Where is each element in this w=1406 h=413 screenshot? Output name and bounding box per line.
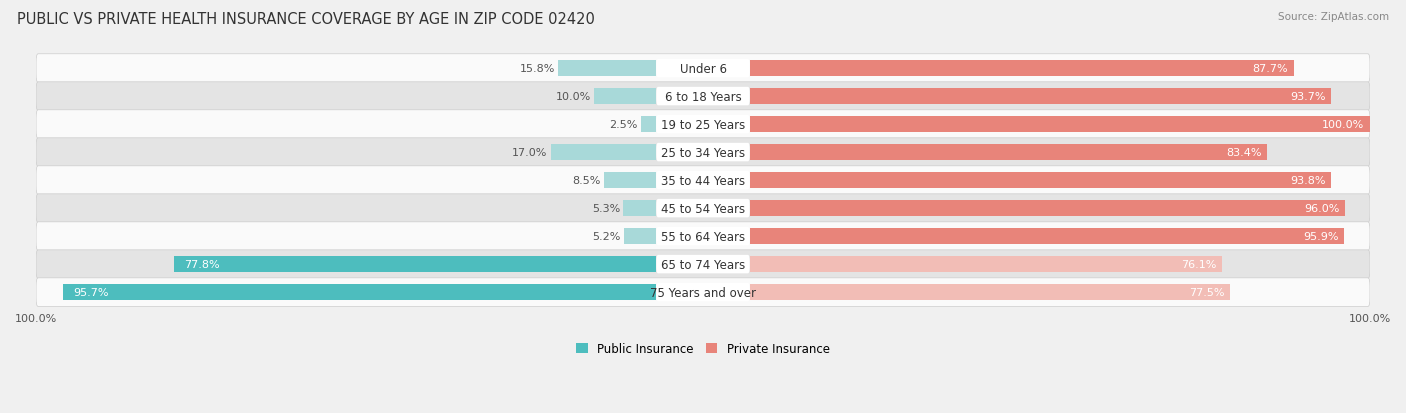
Text: 65 to 74 Years: 65 to 74 Years xyxy=(661,258,745,271)
Bar xyxy=(749,256,1222,273)
Bar xyxy=(174,256,657,273)
FancyBboxPatch shape xyxy=(657,116,749,134)
Bar xyxy=(749,89,1331,105)
Text: 17.0%: 17.0% xyxy=(512,148,547,158)
FancyBboxPatch shape xyxy=(657,255,749,274)
Bar xyxy=(749,173,1331,189)
Bar xyxy=(603,173,657,189)
Text: 77.8%: 77.8% xyxy=(184,259,219,269)
FancyBboxPatch shape xyxy=(657,143,749,162)
FancyBboxPatch shape xyxy=(37,278,1369,307)
FancyBboxPatch shape xyxy=(657,59,749,78)
FancyBboxPatch shape xyxy=(37,250,1369,279)
Text: 8.5%: 8.5% xyxy=(572,176,600,186)
FancyBboxPatch shape xyxy=(37,195,1369,223)
Bar xyxy=(551,145,657,161)
Text: 15.8%: 15.8% xyxy=(520,64,555,74)
Bar xyxy=(749,200,1346,217)
Text: 35 to 44 Years: 35 to 44 Years xyxy=(661,174,745,187)
Text: Under 6: Under 6 xyxy=(679,62,727,76)
Bar xyxy=(749,61,1294,77)
Bar xyxy=(641,117,657,133)
Text: 96.0%: 96.0% xyxy=(1305,204,1340,214)
Text: 83.4%: 83.4% xyxy=(1226,148,1261,158)
Text: 100.0%: 100.0% xyxy=(1322,120,1365,130)
FancyBboxPatch shape xyxy=(37,55,1369,83)
FancyBboxPatch shape xyxy=(37,166,1369,195)
Text: 93.7%: 93.7% xyxy=(1289,92,1326,102)
Bar xyxy=(558,61,657,77)
Text: 55 to 64 Years: 55 to 64 Years xyxy=(661,230,745,243)
Bar xyxy=(749,145,1267,161)
Text: 5.3%: 5.3% xyxy=(592,204,620,214)
FancyBboxPatch shape xyxy=(657,283,749,301)
Text: 25 to 34 Years: 25 to 34 Years xyxy=(661,146,745,159)
Text: 75 Years and over: 75 Years and over xyxy=(650,286,756,299)
Text: 87.7%: 87.7% xyxy=(1253,64,1288,74)
Bar xyxy=(623,200,657,217)
Text: 93.8%: 93.8% xyxy=(1291,176,1326,186)
Text: 19 to 25 Years: 19 to 25 Years xyxy=(661,118,745,131)
FancyBboxPatch shape xyxy=(657,199,749,218)
Text: 77.5%: 77.5% xyxy=(1189,287,1225,297)
Bar xyxy=(749,117,1369,133)
FancyBboxPatch shape xyxy=(37,83,1369,111)
FancyBboxPatch shape xyxy=(37,111,1369,139)
FancyBboxPatch shape xyxy=(657,171,749,190)
Text: 2.5%: 2.5% xyxy=(609,120,637,130)
Text: 10.0%: 10.0% xyxy=(555,92,591,102)
FancyBboxPatch shape xyxy=(37,222,1369,251)
Text: 5.2%: 5.2% xyxy=(592,232,620,242)
Text: 6 to 18 Years: 6 to 18 Years xyxy=(665,90,741,103)
Legend: Public Insurance, Private Insurance: Public Insurance, Private Insurance xyxy=(571,337,835,360)
Bar xyxy=(749,228,1344,244)
Text: 45 to 54 Years: 45 to 54 Years xyxy=(661,202,745,215)
FancyBboxPatch shape xyxy=(657,88,749,106)
FancyBboxPatch shape xyxy=(37,138,1369,167)
FancyBboxPatch shape xyxy=(657,227,749,246)
Text: 76.1%: 76.1% xyxy=(1181,259,1216,269)
Text: 95.9%: 95.9% xyxy=(1303,232,1339,242)
Text: 95.7%: 95.7% xyxy=(73,287,108,297)
Text: Source: ZipAtlas.com: Source: ZipAtlas.com xyxy=(1278,12,1389,22)
Bar xyxy=(749,284,1230,301)
Bar xyxy=(63,284,657,301)
Text: PUBLIC VS PRIVATE HEALTH INSURANCE COVERAGE BY AGE IN ZIP CODE 02420: PUBLIC VS PRIVATE HEALTH INSURANCE COVER… xyxy=(17,12,595,27)
Bar xyxy=(595,89,657,105)
Bar xyxy=(624,228,657,244)
